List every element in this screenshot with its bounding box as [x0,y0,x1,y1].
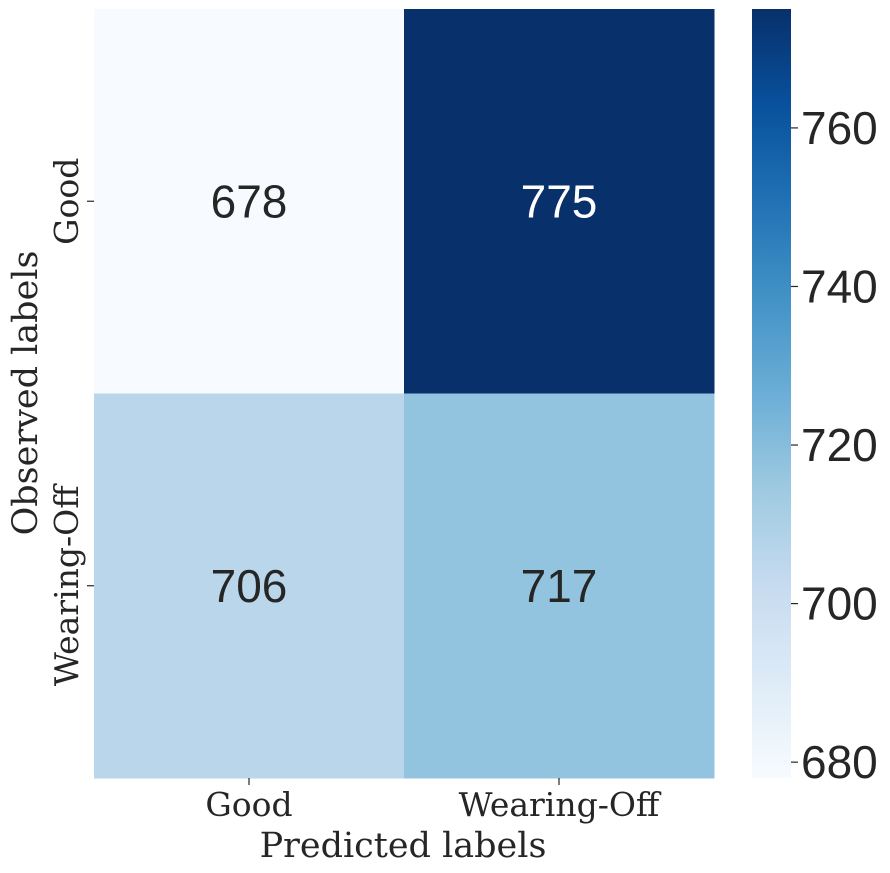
heatmap-cell-label: 717 [521,560,598,612]
heatmap-cell [94,393,405,779]
heatmap-cell [404,393,715,779]
colorbar [752,9,791,778]
x-tick-label: Good [205,785,292,824]
heatmap-cells [94,9,715,779]
colorbar-ticks: 680 700 720 740 760 [791,102,878,788]
heatmap-cell-label: 706 [211,560,288,612]
colorbar-tick-label: 760 [801,102,878,154]
heatmap-cell [94,9,405,394]
x-axis-title: Predicted labels [260,826,547,866]
colorbar-tick-label: 740 [801,260,878,312]
heatmap-cell-label: 775 [521,175,598,227]
y-tick-label: Good [47,158,86,245]
y-axis-title: Observed labels [6,251,46,536]
x-tick-label: Wearing-Off [459,785,662,824]
x-axis-ticks: Good Wearing-Off [205,778,662,824]
colorbar-tick-label: 680 [801,736,878,788]
colorbar-tick-label: 720 [801,419,878,471]
colorbar-tick-label: 700 [801,578,878,630]
y-axis-ticks: Good Wearing-Off [47,158,94,686]
heatmap-cell [404,9,715,394]
heatmap-cell-label: 678 [211,175,288,227]
y-tick-label: Wearing-Off [47,483,86,686]
heatmap-cell-labels: 678 775 706 717 [211,175,598,612]
